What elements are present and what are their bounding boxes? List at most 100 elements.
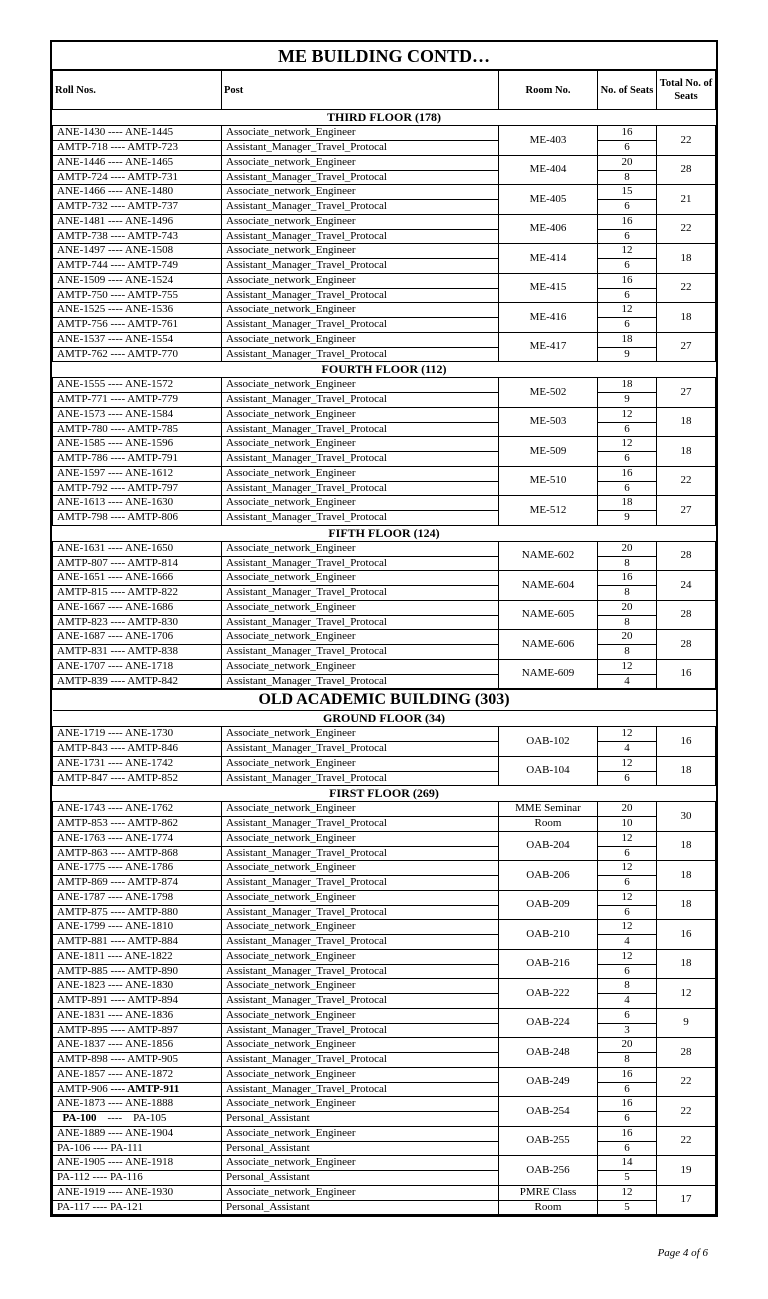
table-header-row: Roll Nos. Post Room No. No. of Seats Tot… — [53, 71, 716, 110]
cell-seats: 20 — [598, 541, 657, 556]
cell-seats: 8 — [598, 615, 657, 630]
cell-room: OAB-222 — [499, 979, 598, 1009]
cell-room: OAB-224 — [499, 1008, 598, 1038]
floor-header: GROUND FLOOR (34) — [53, 711, 716, 727]
table-row: ANE-1585 ---- ANE-1596Associate_network_… — [53, 437, 716, 452]
cell-room: ME-406 — [499, 214, 598, 244]
cell-room: ME-416 — [499, 303, 598, 333]
table-row: AMTP-798 ---- AMTP-806Assistant_Manager_… — [53, 511, 716, 526]
cell-seats: 4 — [598, 742, 657, 757]
table-row: AMTP-771 ---- AMTP-779Assistant_Manager_… — [53, 393, 716, 408]
cell-roll: ANE-1631 ---- ANE-1650 — [53, 541, 222, 556]
cell-roll: AMTP-732 ---- AMTP-737 — [53, 200, 222, 215]
cell-seats: 20 — [598, 630, 657, 645]
cell-roll: AMTP-807 ---- AMTP-814 — [53, 556, 222, 571]
cell-roll: ANE-1651 ---- ANE-1666 — [53, 571, 222, 586]
table-row: AMTP-863 ---- AMTP-868Assistant_Manager_… — [53, 846, 716, 861]
cell-seats: 6 — [598, 1008, 657, 1023]
cell-roll: ANE-1597 ---- ANE-1612 — [53, 466, 222, 481]
cell-roll: ANE-1919 ---- ANE-1930 — [53, 1185, 222, 1200]
cell-seats: 6 — [598, 259, 657, 274]
table-row: PA-112 ---- PA-116Personal_Assistant5 — [53, 1171, 716, 1186]
cell-seats: 16 — [598, 1126, 657, 1141]
cell-post: Associate_network_Engineer — [222, 303, 499, 318]
table-row: ANE-1707 ---- ANE-1718Associate_network_… — [53, 659, 716, 674]
cell-seats: 10 — [598, 817, 657, 832]
cell-roll: AMTP-762 ---- AMTP-770 — [53, 347, 222, 362]
table-row: ANE-1873 ---- ANE-1888Associate_network_… — [53, 1097, 716, 1112]
cell-seats: 6 — [598, 905, 657, 920]
cell-roll: AMTP-898 ---- AMTP-905 — [53, 1053, 222, 1068]
table-row: ANE-1719 ---- ANE-1730Associate_network_… — [53, 727, 716, 742]
cell-post: Associate_network_Engineer — [222, 1185, 499, 1200]
cell-post: Assistant_Manager_Travel_Protocal — [222, 905, 499, 920]
cell-roll: ANE-1446 ---- ANE-1465 — [53, 155, 222, 170]
cell-total: 17 — [657, 1185, 716, 1215]
cell-seats: 8 — [598, 645, 657, 660]
cell-seats: 6 — [598, 200, 657, 215]
cell-seats: 6 — [598, 771, 657, 786]
cell-roll: PA-117 ---- PA-121 — [53, 1200, 222, 1215]
page-title: ME BUILDING CONTD… — [52, 42, 716, 70]
table-row: AMTP-891 ---- AMTP-894Assistant_Manager_… — [53, 994, 716, 1009]
cell-total: 28 — [657, 600, 716, 630]
floor-header: FOURTH FLOOR (112) — [53, 362, 716, 378]
cell-total: 24 — [657, 571, 716, 601]
cell-roll: AMTP-863 ---- AMTP-868 — [53, 846, 222, 861]
cell-post: Assistant_Manager_Travel_Protocal — [222, 556, 499, 571]
cell-seats: 9 — [598, 393, 657, 408]
cell-seats: 4 — [598, 674, 657, 689]
cell-seats: 8 — [598, 556, 657, 571]
cell-total: 22 — [657, 466, 716, 496]
cell-total: 28 — [657, 155, 716, 185]
cell-total: 18 — [657, 303, 716, 333]
cell-roll: ANE-1525 ---- ANE-1536 — [53, 303, 222, 318]
cell-seats: 12 — [598, 244, 657, 259]
cell-total: 27 — [657, 378, 716, 408]
cell-seats: 6 — [598, 452, 657, 467]
cell-post: Assistant_Manager_Travel_Protocal — [222, 771, 499, 786]
cell-seats: 12 — [598, 949, 657, 964]
cell-seats: 6 — [598, 229, 657, 244]
cell-total: 18 — [657, 407, 716, 437]
cell-post: Personal_Assistant — [222, 1171, 499, 1186]
cell-roll: ANE-1573 ---- ANE-1584 — [53, 407, 222, 422]
cell-roll: ANE-1763 ---- ANE-1774 — [53, 831, 222, 846]
building-header: OLD ACADEMIC BUILDING (303) — [53, 689, 716, 711]
seating-table: Roll Nos. Post Room No. No. of Seats Tot… — [52, 70, 716, 1215]
cell-post: Associate_network_Engineer — [222, 155, 499, 170]
table-row: AMTP-895 ---- AMTP-897Assistant_Manager_… — [53, 1023, 716, 1038]
cell-seats: 16 — [598, 273, 657, 288]
cell-post: Assistant_Manager_Travel_Protocal — [222, 318, 499, 333]
cell-post: Assistant_Manager_Travel_Protocal — [222, 141, 499, 156]
floor-header: THIRD FLOOR (178) — [53, 110, 716, 126]
cell-seats: 12 — [598, 727, 657, 742]
col-seats: No. of Seats — [598, 71, 657, 110]
cell-post: Associate_network_Engineer — [222, 890, 499, 905]
cell-post: Associate_network_Engineer — [222, 185, 499, 200]
cell-roll: AMTP-718 ---- AMTP-723 — [53, 141, 222, 156]
cell-seats: 6 — [598, 1141, 657, 1156]
cell-roll: AMTP-853 ---- AMTP-862 — [53, 817, 222, 832]
table-row: AMTP-750 ---- AMTP-755Assistant_Manager_… — [53, 288, 716, 303]
cell-roll: AMTP-771 ---- AMTP-779 — [53, 393, 222, 408]
cell-roll: ANE-1823 ---- ANE-1830 — [53, 979, 222, 994]
cell-post: Assistant_Manager_Travel_Protocal — [222, 259, 499, 274]
cell-total: 18 — [657, 831, 716, 861]
table-row: ANE-1525 ---- ANE-1536Associate_network_… — [53, 303, 716, 318]
cell-roll: ANE-1787 ---- ANE-1798 — [53, 890, 222, 905]
table-row: AMTP-762 ---- AMTP-770Assistant_Manager_… — [53, 347, 716, 362]
cell-post: Assistant_Manager_Travel_Protocal — [222, 615, 499, 630]
cell-post: Assistant_Manager_Travel_Protocal — [222, 817, 499, 832]
cell-seats: 20 — [598, 600, 657, 615]
cell-seats: 16 — [598, 126, 657, 141]
table-row: AMTP-780 ---- AMTP-785Assistant_Manager_… — [53, 422, 716, 437]
cell-post: Assistant_Manager_Travel_Protocal — [222, 645, 499, 660]
cell-seats: 12 — [598, 890, 657, 905]
table-row: ANE-1823 ---- ANE-1830Associate_network_… — [53, 979, 716, 994]
cell-roll: PA-106 ---- PA-111 — [53, 1141, 222, 1156]
cell-seats: 16 — [598, 1067, 657, 1082]
cell-room: OAB-249 — [499, 1067, 598, 1097]
cell-roll: AMTP-847 ---- AMTP-852 — [53, 771, 222, 786]
table-row: ANE-1446 ---- ANE-1465Associate_network_… — [53, 155, 716, 170]
